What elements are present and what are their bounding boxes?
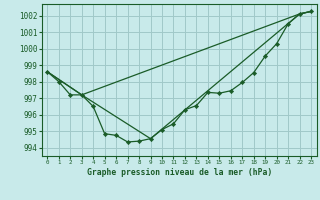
X-axis label: Graphe pression niveau de la mer (hPa): Graphe pression niveau de la mer (hPa) — [87, 168, 272, 177]
